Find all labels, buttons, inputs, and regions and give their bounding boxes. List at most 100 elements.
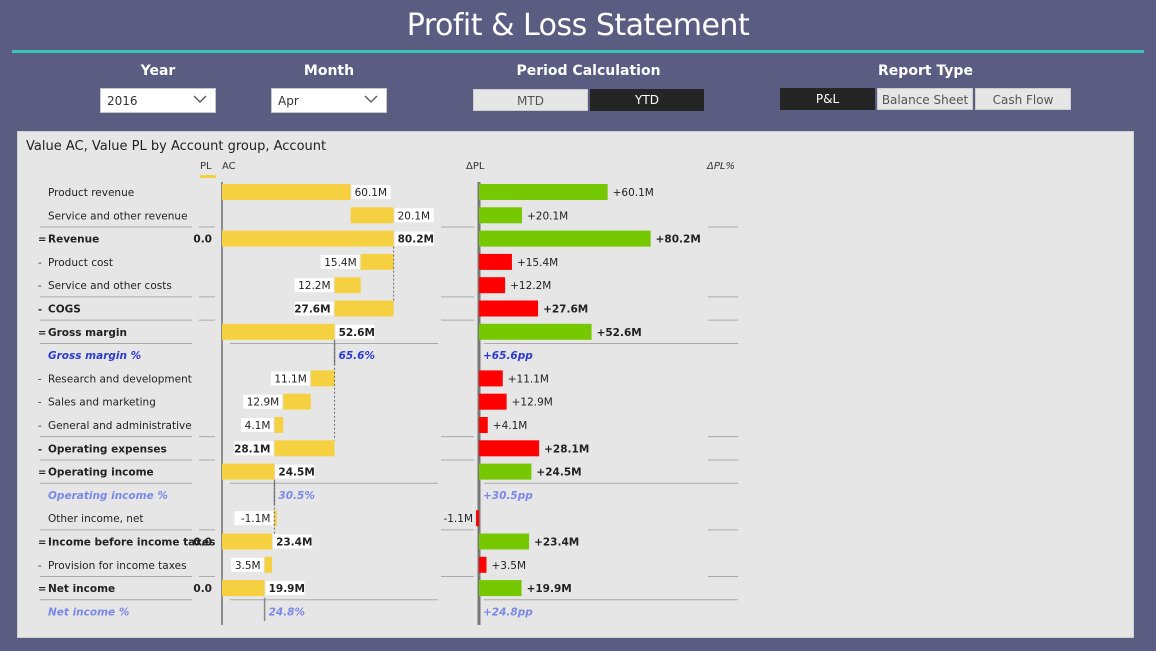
row-label: Gross margin (48, 327, 127, 339)
delta-pl-bar (479, 533, 530, 550)
delta-pl-percent-label: +65.6pp (483, 350, 533, 362)
ac-value-label: 27.6M (294, 304, 330, 316)
delta-pl-bar (479, 393, 507, 410)
delta-pl-bar (479, 253, 512, 270)
delta-pl-label: +27.6M (543, 304, 588, 316)
ac-value-label: 52.6M (339, 327, 375, 339)
column-header-delta-pl-pct: ΔPL% (707, 161, 735, 172)
ac-bar (222, 463, 275, 480)
report-option-cash-flow[interactable]: Cash Flow (975, 88, 1071, 110)
ac-label-bg (243, 394, 283, 409)
delta-pl-label: -1.1M (443, 513, 473, 525)
report-slicer-label: Report Type (878, 63, 973, 79)
row-label: Product cost (48, 257, 113, 269)
row-prefix: - (38, 421, 42, 432)
ac-value-label: -1.1M (241, 513, 271, 525)
ac-percent-label: 24.8% (269, 606, 305, 618)
row-label: General and administrative (48, 420, 192, 432)
month-slicer-label: Month (303, 63, 355, 79)
ac-value-label: 4.1M (245, 420, 271, 432)
ac-bar (334, 300, 394, 317)
delta-pl-label: +24.5M (536, 467, 581, 479)
ac-label-bg (273, 534, 313, 549)
month-dropdown[interactable]: Apr (271, 88, 387, 113)
delta-pl-label: +12.2M (510, 280, 551, 292)
ac-bar (334, 277, 361, 294)
delta-pl-label: +23.4M (534, 537, 579, 549)
period-option-mtd[interactable]: MTD (473, 89, 588, 111)
ac-label-bg (294, 301, 334, 316)
row-prefix: = (38, 468, 46, 479)
ac-label-bg (320, 254, 360, 269)
pl-value: 0.0 (193, 537, 212, 549)
delta-pl-label: +60.1M (613, 187, 654, 199)
report-option-pl[interactable]: P&L (780, 88, 875, 110)
row-prefix: - (38, 561, 42, 572)
row-prefix: = (38, 584, 46, 595)
pl-legend-marker (200, 175, 216, 178)
ac-label-bg (394, 208, 434, 223)
row-label: COGS (48, 304, 81, 316)
row-prefix: - (38, 305, 42, 316)
delta-pl-label: +11.1M (508, 373, 549, 385)
ac-value-label: 20.1M (398, 210, 430, 222)
row-label: Operating income % (48, 490, 168, 502)
pl-value: 0.0 (193, 583, 212, 595)
ac-value-label: 12.2M (298, 280, 330, 292)
delta-pl-label: +12.9M (512, 397, 553, 409)
row-label: Operating income (48, 467, 154, 479)
ac-label-bg (265, 581, 305, 596)
row-prefix: - (38, 281, 42, 292)
year-dropdown[interactable]: 2016 (100, 88, 216, 113)
ac-bar (283, 393, 311, 410)
delta-pl-percent-label: +24.8pp (483, 606, 533, 618)
ac-label-bg (275, 464, 315, 479)
column-header-pl: PL (200, 161, 212, 172)
page-title: Profit & Loss Statement (406, 8, 750, 43)
ac-bar (310, 370, 335, 387)
row-prefix: = (38, 328, 46, 339)
ac-label-bg (231, 557, 264, 572)
row-prefix: - (38, 398, 42, 409)
ac-bar (222, 323, 335, 340)
row-label: Operating expenses (48, 443, 167, 455)
row-label: Product revenue (48, 187, 134, 199)
period-option-ytd[interactable]: YTD (590, 89, 704, 111)
row-label: Net income % (48, 606, 129, 618)
ac-value-label: 11.1M (274, 373, 306, 385)
ac-percent-label: 30.5% (278, 490, 314, 502)
row-prefix: - (38, 258, 42, 269)
row-label: Gross margin % (48, 350, 141, 362)
row-prefix: - (38, 374, 42, 385)
delta-pl-label: +3.5M (491, 560, 526, 572)
ac-value-label: 23.4M (276, 537, 312, 549)
month-dropdown-value: Apr (278, 94, 299, 108)
row-label: Provision for income taxes (48, 560, 187, 572)
ac-label-bg (394, 231, 434, 246)
report-option-balance-sheet[interactable]: Balance Sheet (877, 88, 973, 110)
pl-value: 0.0 (193, 234, 212, 246)
row-label: Net income (48, 583, 115, 595)
row-label: Revenue (48, 234, 99, 246)
delta-pl-label: +28.1M (544, 443, 589, 455)
pl-chart: Product revenue 60.1M +60.1M Service and ot… (38, 182, 738, 625)
chevron-down-icon (193, 95, 207, 103)
ac-value-label: 80.2M (398, 234, 434, 246)
row-label: Sales and marketing (48, 397, 156, 409)
period-slicer-label: Period Calculation (516, 63, 661, 79)
ac-value-label: 3.5M (235, 560, 261, 572)
ac-bar (222, 184, 351, 200)
ac-percent-label: 65.6% (339, 350, 375, 362)
delta-pl-label: +15.4M (517, 257, 558, 269)
delta-pl-bar (476, 510, 479, 527)
delta-pl-bar (479, 207, 523, 224)
row-prefix: = (38, 538, 46, 549)
row-label: Other income, net (48, 513, 144, 525)
ac-bar (350, 207, 394, 224)
delta-pl-label: +4.1M (493, 420, 528, 432)
ac-value-label: 60.1M (355, 187, 387, 199)
ac-bar (274, 440, 335, 457)
year-slicer-label: Year (140, 63, 176, 79)
ac-label-bg (241, 418, 274, 432)
row-label: Service and other revenue (48, 210, 188, 222)
